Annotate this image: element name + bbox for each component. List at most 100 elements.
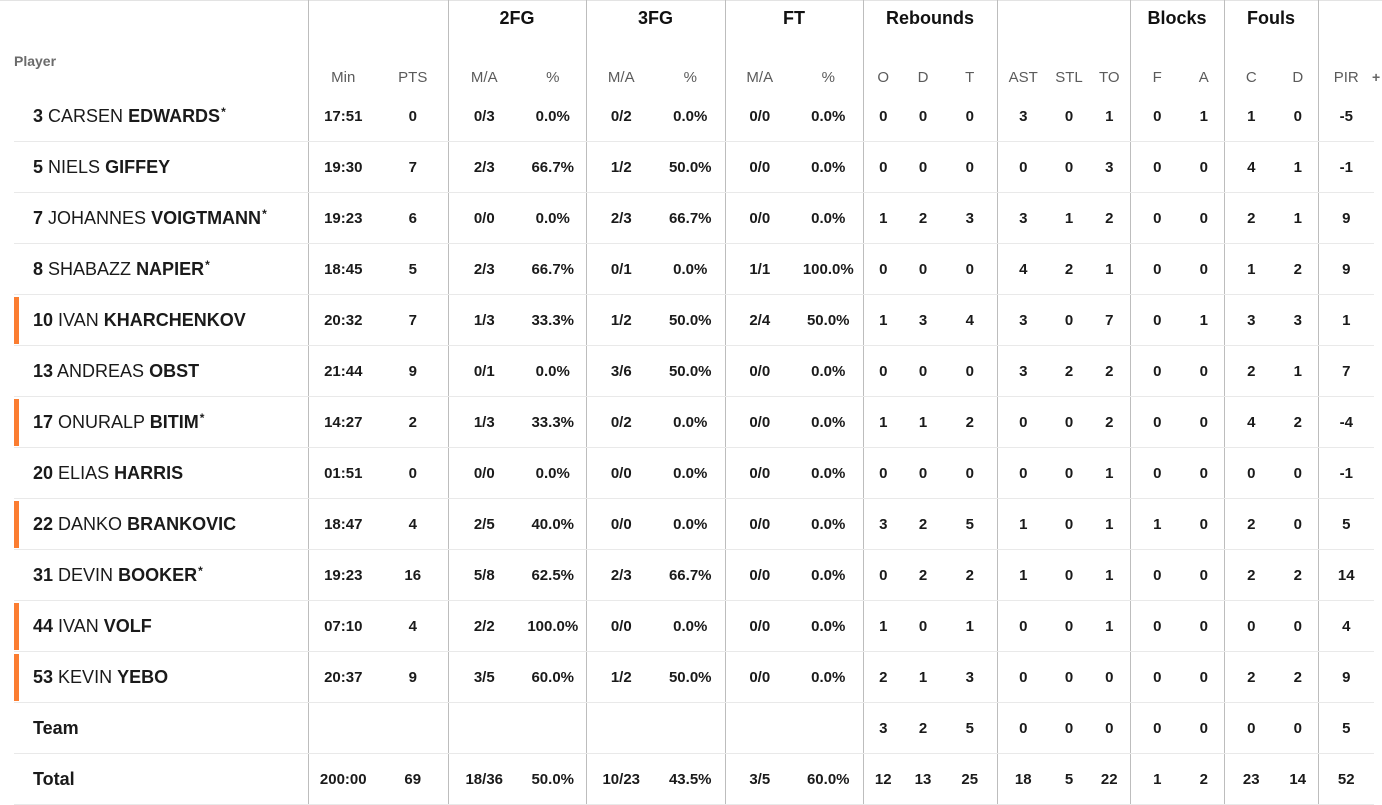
header-3fg: 3FG (586, 0, 726, 37)
col-reb-o[interactable]: O (877, 69, 890, 86)
stat-ft-pct: 0.0% (794, 91, 864, 142)
player-last-name[interactable]: VOLF (103, 615, 152, 636)
player-last-name[interactable]: HARRIS (114, 462, 184, 483)
stat-stl: 2 (1049, 243, 1089, 295)
header-2fg: 2FG (448, 0, 587, 37)
player-first-name[interactable]: CARSEN (48, 106, 124, 126)
stat-ft-ma: 0/0 (725, 498, 794, 550)
col-2fg-pct[interactable]: % (520, 37, 587, 91)
stat-foul-c: 1 (1224, 91, 1278, 142)
total-stat-blk-f: 1 (1130, 753, 1184, 805)
player-first-name[interactable]: ELIAS (58, 462, 110, 483)
player-first-name[interactable]: KEVIN (58, 666, 113, 687)
player-last-name[interactable]: BRANKOVIC (127, 513, 237, 534)
stat-blk-a: 0 (1184, 192, 1225, 244)
team-stat-blk-f: 0 (1130, 702, 1184, 754)
stat-2fg-pct: 33.3% (520, 396, 587, 448)
stat-foul-d: 0 (1278, 447, 1319, 499)
stat-3fg-pct: 50.0% (656, 345, 726, 397)
stat-ast: 3 (997, 345, 1049, 397)
stat-pts: 0 (378, 91, 449, 142)
total-stat-ft-pct: 60.0% (794, 753, 864, 805)
stat-ast: 0 (997, 600, 1049, 652)
player-first-name[interactable]: ONURALP (58, 412, 145, 432)
stat-pir: 9 (1318, 651, 1374, 703)
player-first-name[interactable]: SHABAZZ (48, 259, 132, 279)
col-2fg-ma[interactable]: M/A (470, 69, 498, 86)
col-stl[interactable]: STL (1055, 69, 1083, 86)
stat-pts: 6 (378, 192, 449, 244)
player-row: 53 KEVIN YEBO 20:37 9 3/5 60.0% 1/2 50.0% 0/0 0.… (14, 651, 1374, 703)
stat-ast: 4 (997, 243, 1049, 295)
stat-reb-d: 0 (903, 600, 943, 652)
stat-min: 18:47 (308, 498, 378, 550)
player-last-name[interactable]: BOOKER (118, 565, 198, 585)
col-reb-t[interactable]: T (943, 37, 998, 91)
stat-pts: 16 (378, 549, 449, 601)
stat-3fg-ma: 1/2 (586, 294, 656, 346)
player-first-name[interactable]: JOHANNES (48, 208, 147, 228)
stat-ast: 0 (997, 396, 1049, 448)
col-pir[interactable]: PIR (1333, 69, 1359, 86)
team-stat-blk-a: 0 (1184, 702, 1225, 754)
col-pts[interactable]: PTS (378, 37, 449, 91)
starter-marker: * (262, 207, 267, 221)
player-first-name[interactable]: NIELS (48, 156, 101, 177)
col-3fg-pct[interactable]: % (656, 37, 726, 91)
stat-foul-c: 2 (1224, 498, 1278, 550)
player-row: 22 DANKO BRANKOVIC 18:47 4 2/5 40.0% 0/0 0.0% 0… (14, 498, 1374, 550)
stat-reb-o: 0 (863, 91, 903, 142)
stat-blk-f: 0 (1130, 549, 1184, 601)
total-row: Total 200:00 69 18/36 50.0% 10/23 43.5% 3/5 60.0… (14, 753, 1374, 805)
team-stat-foul-d: 0 (1278, 702, 1319, 754)
col-to[interactable]: TO (1089, 37, 1131, 91)
player-last-name[interactable]: YEBO (117, 666, 169, 687)
col-plusminus-truncated[interactable]: + (1372, 69, 1381, 85)
col-min[interactable]: Min (331, 69, 356, 86)
stat-to: 2 (1089, 345, 1131, 397)
stat-min: 19:23 (308, 192, 378, 244)
col-blk-a[interactable]: A (1184, 37, 1225, 91)
player-last-name[interactable]: GIFFEY (105, 156, 171, 177)
player-number: 10 (33, 309, 54, 330)
player-first-name[interactable]: IVAN (58, 309, 99, 330)
col-blk-f[interactable]: F (1152, 69, 1162, 86)
stat-reb-t: 0 (943, 141, 998, 193)
stat-reb-t: 4 (943, 294, 998, 346)
player-row: 10 IVAN KHARCHENKOV 20:32 7 1/3 33.3% 1/2 50.0… (14, 294, 1374, 346)
stat-reb-t: 2 (943, 549, 998, 601)
stat-3fg-ma: 0/0 (586, 498, 656, 550)
player-last-name[interactable]: KHARCHENKOV (103, 309, 246, 330)
stat-to: 2 (1089, 396, 1131, 448)
col-3fg-ma[interactable]: M/A (607, 69, 635, 86)
stat-3fg-ma: 0/2 (586, 91, 656, 142)
stat-pir: -1 (1318, 141, 1374, 193)
stat-pts: 4 (378, 498, 449, 550)
stat-min: 07:10 (308, 600, 378, 652)
col-foul-c[interactable]: C (1245, 69, 1257, 86)
stat-ft-pct: 0.0% (794, 447, 864, 499)
col-reb-d[interactable]: D (917, 69, 929, 86)
player-first-name[interactable]: IVAN (58, 615, 99, 636)
player-first-name[interactable]: DEVIN (58, 565, 114, 585)
col-ast[interactable]: AST (1008, 69, 1038, 86)
player-last-name[interactable]: OBST (149, 360, 200, 381)
stat-foul-c: 2 (1224, 651, 1278, 703)
col-foul-d[interactable]: D (1278, 37, 1319, 91)
player-first-name[interactable]: ANDREAS (57, 360, 145, 381)
player-last-name[interactable]: NAPIER (136, 259, 205, 279)
player-last-name[interactable]: EDWARDS (128, 106, 221, 126)
stat-pts: 5 (378, 243, 449, 295)
total-stat-pts: 69 (378, 753, 449, 805)
stat-blk-a: 0 (1184, 447, 1225, 499)
player-last-name[interactable]: BITIM (149, 412, 199, 432)
col-ft-pct[interactable]: % (794, 37, 864, 91)
stat-stl: 0 (1049, 549, 1089, 601)
col-ft-ma[interactable]: M/A (746, 69, 774, 86)
player-first-name[interactable]: DANKO (58, 513, 123, 534)
player-last-name[interactable]: VOIGTMANN (151, 208, 262, 228)
stat-foul-c: 2 (1224, 345, 1278, 397)
col-player[interactable]: Player (14, 37, 309, 91)
stat-blk-f: 0 (1130, 294, 1184, 346)
total-stat-3fg-ma: 10/23 (586, 753, 656, 805)
